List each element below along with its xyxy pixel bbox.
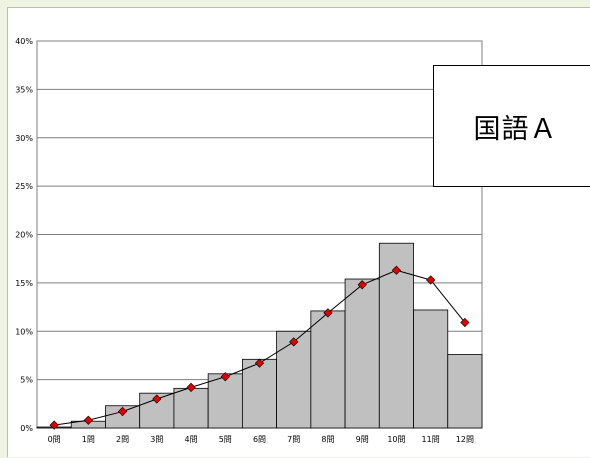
y-tick-label: 0%: [20, 424, 33, 433]
line-marker-4: [186, 382, 196, 392]
x-tick-label: 11問: [422, 435, 440, 444]
bar-6: [241, 358, 278, 429]
line-marker-2: [117, 406, 128, 417]
bar-8: [310, 310, 346, 429]
chart-frame: 0% 5% 10% 15% 20% 25% 30% 35% 40% 0問 1問 2問 3問 4問 5問 6問 7…: [7, 7, 590, 457]
x-tick-label: 0問: [48, 435, 61, 444]
x-tick-label: 12問: [456, 435, 474, 444]
x-tick-label: 2問: [116, 435, 129, 444]
y-tick-label: 35%: [15, 85, 33, 94]
line-marker-11: [426, 275, 436, 285]
line-marker-10: [391, 265, 402, 275]
y-tick-label: 20%: [15, 231, 33, 240]
bar-11: [413, 309, 449, 429]
x-tick-label: 10問: [387, 435, 405, 444]
y-tick-label: 40%: [15, 37, 33, 46]
line-marker-7: [289, 337, 299, 347]
x-tick-label: 4問: [184, 435, 197, 444]
x-tick-label: 6問: [253, 435, 266, 444]
line-marker-8: [323, 308, 333, 318]
bar-4: [173, 387, 209, 429]
bar-9: [344, 278, 380, 429]
x-tick-label: 3問: [150, 435, 163, 444]
chart-plot: 0% 5% 10% 15% 20% 25% 30% 35% 40% 0問 1問 2問 3問 4問 5問 6問 7…: [15, 37, 483, 444]
line-marker-6: [254, 358, 265, 368]
bar-7: [276, 330, 312, 429]
line-marker-9: [357, 280, 367, 290]
line-marker-3: [152, 394, 162, 404]
y-tick-label: 5%: [20, 376, 33, 385]
x-tick-label: 7問: [287, 435, 300, 444]
x-tick-label: 5問: [219, 435, 232, 444]
line-marker-12: [460, 317, 470, 328]
y-tick-label: 30%: [15, 134, 33, 143]
y-tick-label: 10%: [15, 327, 33, 336]
x-tick-label: 1問: [82, 435, 95, 444]
line-marker-5: [220, 372, 230, 382]
bar-12: [447, 354, 483, 429]
bar-5: [207, 373, 243, 429]
line-marker-1: [83, 415, 93, 425]
y-tick-label: 25%: [15, 182, 33, 191]
x-tick-label: 9問: [356, 435, 369, 444]
chart-title: 国語Ａ: [473, 113, 558, 145]
chart-title-box: 国語Ａ: [433, 65, 590, 187]
line-marker-0: [49, 420, 59, 430]
x-tick-label: 8問: [321, 435, 334, 444]
y-tick-label: 15%: [15, 279, 33, 288]
